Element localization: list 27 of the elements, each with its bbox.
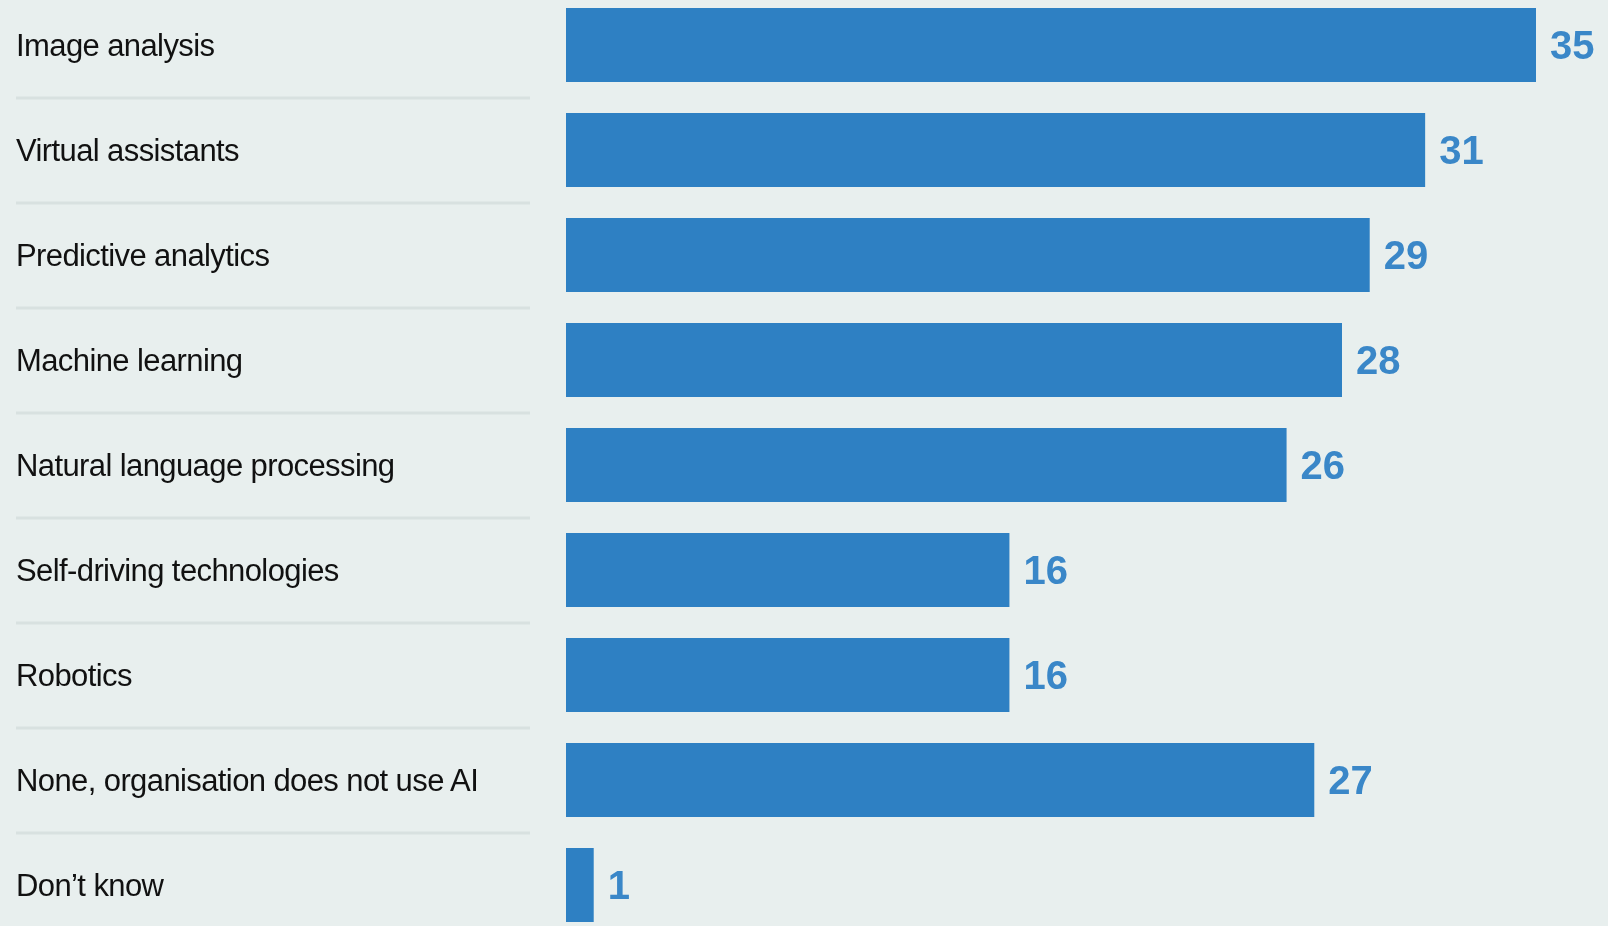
data-label: 1 <box>607 862 630 907</box>
data-label: 16 <box>1023 652 1068 697</box>
y-tick-label: None, organisation does not use AI <box>16 763 479 799</box>
y-tick-label: Robotics <box>16 658 132 694</box>
y-tick-label: Image analysis <box>16 28 215 64</box>
y-tick-label: Predictive analytics <box>16 238 270 274</box>
bar <box>566 638 1010 712</box>
y-tick-label: Machine learning <box>16 343 243 379</box>
y-tick-label: Don’t know <box>16 868 165 904</box>
data-label: 26 <box>1300 442 1346 487</box>
y-tick-label: Virtual assistants <box>16 133 240 169</box>
data-label: 35 <box>1550 22 1595 67</box>
bar <box>566 533 1010 607</box>
bar <box>566 428 1287 502</box>
y-tick-label: Self-driving technologies <box>16 553 339 589</box>
data-label: 16 <box>1023 547 1068 592</box>
data-label: 28 <box>1356 337 1401 382</box>
data-label: 27 <box>1328 757 1373 802</box>
y-tick-label: Natural language processing <box>16 448 395 484</box>
bar <box>566 743 1315 817</box>
bar <box>566 848 594 922</box>
data-label: 29 <box>1383 232 1429 277</box>
data-label: 31 <box>1439 127 1484 172</box>
bar <box>566 218 1370 292</box>
bar <box>566 113 1426 187</box>
bar <box>566 8 1536 82</box>
bar <box>566 323 1342 397</box>
